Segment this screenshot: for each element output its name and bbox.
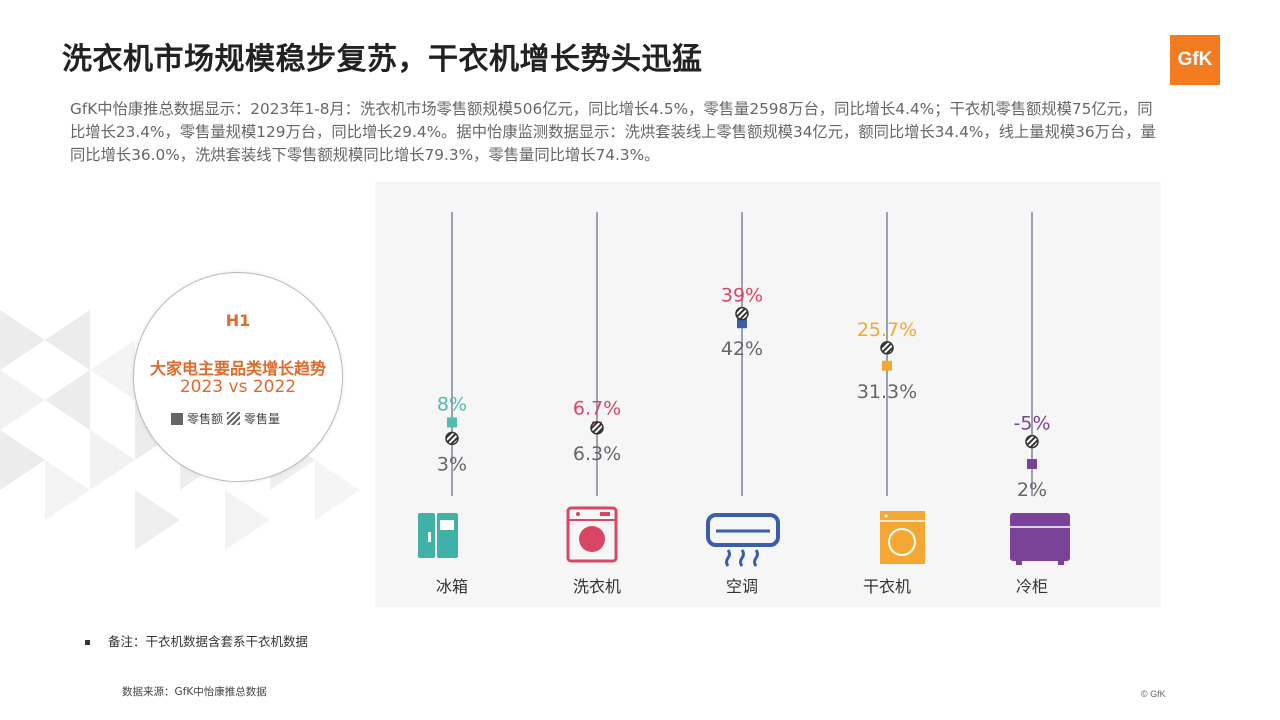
volume-value-label: 31.3% [857,381,917,403]
sales-value-label: -5% [1014,413,1051,435]
sales-marker [1027,459,1037,469]
sales-value-label: 6.7% [573,398,621,420]
legend-solid-swatch [171,412,183,425]
freezer-body [1010,513,1070,561]
category-label: 冷柜 [1016,577,1048,596]
legend-circle: H1 大家电主要品类增长趋势 2023 vs 2022 零售额 零售量 [133,272,343,482]
footnote: 备注：干衣机数据含套系干衣机数据 [85,631,308,650]
washer-knob [576,512,580,516]
washer-body [566,506,618,563]
freezer-foot-left [1016,561,1022,565]
freezer-foot-right [1058,561,1064,565]
ac-airflow [739,549,745,567]
legend-hatch-label: 零售量 [244,412,281,426]
legend-keys: 零售额 零售量 [171,410,280,427]
category-label: 干衣机 [863,577,911,596]
data-source: 数据来源：GfK中怡康推总数据 [122,686,267,698]
freezer-icon [1010,513,1070,565]
volume-value-label: 6.3% [573,443,621,465]
fridge-door-right [437,513,458,558]
ac-airflow [753,549,759,567]
gfk-logo: GfK [1170,35,1220,85]
legend-solid-label: 零售额 [187,412,224,426]
washing-machine-icon [566,506,618,563]
volume-value-label: 2% [1017,479,1047,501]
dryer-icon [880,511,925,564]
volume-marker [1025,434,1039,449]
legend-h1: H1 [225,311,251,330]
category-label: 冰箱 [436,577,468,596]
volume-value-label: 3% [437,453,467,475]
sales-value-label: 25.7% [857,319,917,341]
fridge-icon [418,513,458,558]
fridge-handle [428,532,431,542]
sales-marker [447,417,457,428]
dryer-drum [888,528,916,556]
ac-body [706,513,780,547]
volume-marker [445,431,459,446]
sales-marker [737,318,747,329]
volume-marker [590,421,604,435]
ac-airflow [725,549,731,567]
washer-drum [579,526,605,552]
dryer-body [880,511,925,564]
fridge-door-left [418,513,435,558]
washer-display [600,512,610,516]
volume-marker [880,341,894,355]
copyright: © GfK [1141,689,1166,699]
category-label: 空调 [726,577,758,596]
legend-compare: 2023 vs 2022 [179,377,297,397]
volume-value-label: 42% [721,338,763,360]
sales-value-label: 39% [721,285,763,307]
page-title: 洗衣机市场规模稳步复苏，干衣机增长势头迅猛 [62,42,703,77]
fridge-panel [440,520,454,530]
sales-marker [882,360,892,371]
air-conditioner-icon [706,513,780,567]
sales-value-label: 8% [437,393,467,415]
category-label: 洗衣机 [573,577,621,596]
footnote-text: 备注：干衣机数据含套系干衣机数据 [108,634,309,649]
legend-subtitle: 大家电主要品类增长趋势 [149,359,326,378]
volume-marker [735,306,749,321]
dryer-knob [884,514,888,518]
bullet-icon [85,640,90,645]
description-text: GfK中怡康推总数据显示：2023年1-8月：洗衣机市场零售额规模506亿元，同… [70,100,1156,164]
legend-hatch-swatch [227,412,241,425]
